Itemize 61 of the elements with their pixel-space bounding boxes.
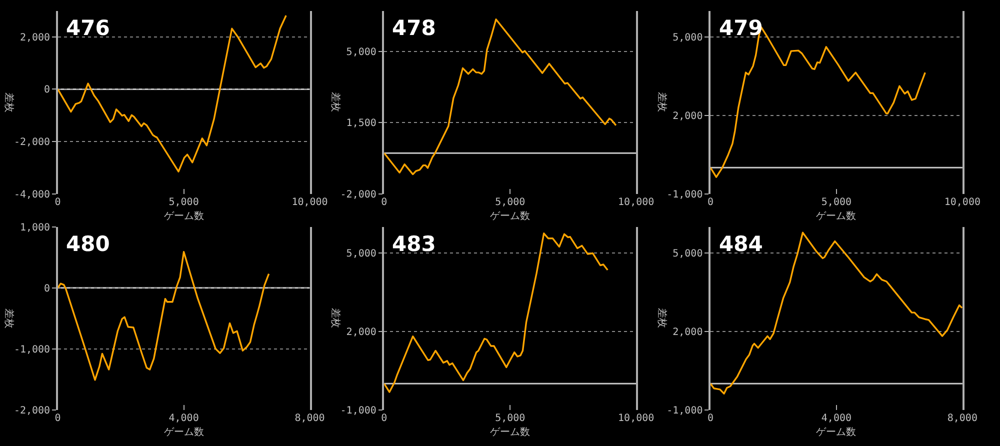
x-tick-label: 0 [707, 412, 714, 424]
line-series [58, 14, 287, 172]
y-axis-title: 差枚 [656, 92, 668, 112]
y-axis-title: 差枚 [656, 308, 668, 328]
chart-title: 484 [719, 232, 763, 256]
y-tick-label: 2,000 [672, 326, 703, 338]
line-series [384, 232, 608, 393]
y-tick-label: 1,500 [346, 118, 376, 130]
y-tick-label: -2,000 [14, 405, 50, 416]
x-tick-label: 0 [381, 196, 388, 208]
line-series [384, 18, 617, 176]
y-tick-label: 2,000 [20, 32, 50, 44]
y-tick-label: 5,000 [672, 248, 703, 260]
x-tick-label: 10,000 [618, 196, 654, 208]
y-tick-label: 2,000 [346, 326, 376, 338]
chart-title: 483 [392, 232, 436, 256]
y-axis-title: 差枚 [329, 308, 342, 328]
y-tick-label: 5,000 [346, 248, 376, 260]
x-axis-title: ゲーム数 [164, 211, 204, 222]
x-tick-label: 5,000 [168, 196, 199, 208]
x-tick-label: 0 [54, 196, 61, 208]
y-tick-label: 1,000 [20, 222, 50, 234]
x-tick-label: 5,000 [495, 196, 526, 208]
y-tick-label: -4,000 [14, 189, 50, 200]
x-tick-label: 8,000 [294, 412, 325, 424]
y-tick-label: 5,000 [672, 32, 703, 44]
x-tick-label: 5,000 [495, 412, 526, 424]
line-series [710, 232, 962, 394]
x-axis-title: ゲーム数 [816, 427, 856, 438]
x-tick-label: 10,000 [292, 196, 328, 208]
y-tick-label: -2,000 [340, 189, 376, 200]
x-tick-label: 0 [381, 412, 388, 424]
x-tick-label: 8,000 [947, 412, 978, 424]
chart-title: 479 [719, 16, 763, 40]
y-tick-label: 0 [44, 84, 50, 96]
y-tick-label: -1,000 [340, 405, 376, 416]
y-tick-label: -1,000 [14, 344, 50, 356]
x-tick-label: 0 [54, 412, 61, 424]
y-tick-label: -2,000 [14, 137, 50, 148]
y-axis-title: 差枚 [3, 92, 16, 112]
x-axis-title: ゲーム数 [490, 427, 530, 438]
line-series [58, 251, 270, 381]
chart-title: 476 [66, 16, 110, 40]
y-tick-label: 2,000 [672, 110, 703, 122]
y-tick-label: -1,000 [666, 405, 703, 416]
y-tick-label: 5,000 [346, 46, 376, 58]
y-tick-label: 0 [44, 283, 50, 294]
x-axis-title: ゲーム数 [490, 211, 530, 222]
x-tick-label: 10,000 [944, 196, 980, 208]
chart-title: 478 [392, 16, 436, 40]
x-axis-title: ゲーム数 [816, 211, 856, 222]
chart-title: 480 [66, 232, 110, 256]
x-tick-label: 4,000 [821, 412, 852, 424]
y-axis-title: 差枚 [329, 92, 342, 112]
x-tick-label: 0 [707, 196, 714, 208]
x-axis-title: ゲーム数 [164, 427, 204, 438]
x-tick-label: 5,000 [821, 196, 852, 208]
x-tick-label: 4,000 [168, 412, 199, 424]
y-tick-label: -1,000 [666, 189, 703, 200]
x-tick-label: 10,000 [618, 412, 654, 424]
y-axis-title: 差枚 [3, 308, 16, 329]
